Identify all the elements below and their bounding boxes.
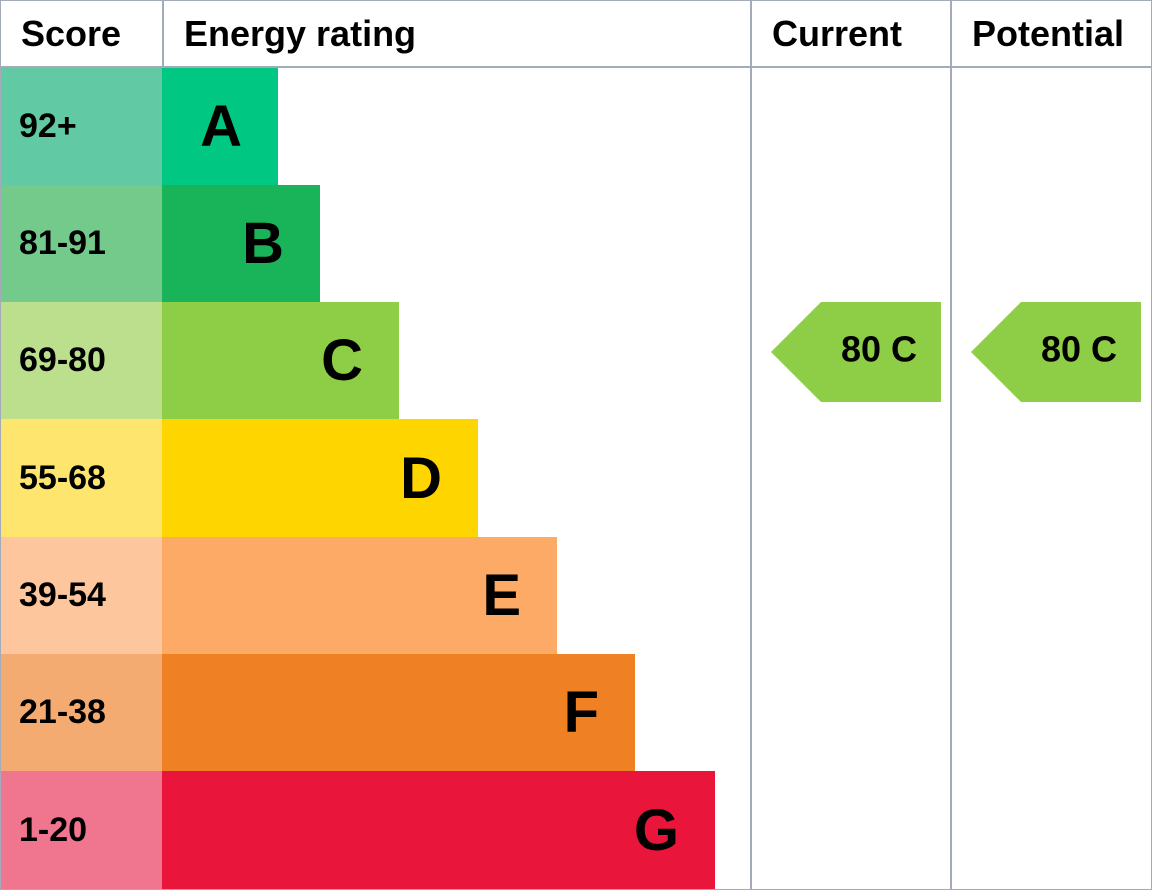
rating-bar: A — [162, 68, 278, 185]
score-cell: 92+ — [1, 68, 162, 185]
header-rating: Energy rating — [184, 13, 417, 54]
header-potential: Potential — [972, 13, 1125, 54]
rating-bar: G — [162, 771, 715, 889]
score-cell: 69-80 — [1, 302, 162, 419]
potential-arrow — [971, 302, 1141, 402]
header-divider — [1, 66, 1151, 68]
rating-bar: E — [162, 537, 557, 654]
header-current: Current — [772, 13, 903, 54]
score-cell: 1-20 — [1, 771, 162, 889]
header-score: Score — [21, 13, 122, 54]
current-arrow — [771, 302, 941, 402]
score-cell: 21-38 — [1, 654, 162, 771]
rating-bar: B — [162, 185, 320, 302]
current-label: 80 C — [841, 329, 917, 370]
rating-bar: F — [162, 654, 635, 771]
score-cell: 81-91 — [1, 185, 162, 302]
potential-label: 80 C — [1041, 329, 1117, 370]
rating-bar: D — [162, 419, 478, 537]
score-cell: 39-54 — [1, 537, 162, 654]
column-divider — [950, 1, 952, 889]
score-cell: 55-68 — [1, 419, 162, 537]
rating-bar: C — [162, 302, 399, 419]
column-divider — [750, 1, 752, 889]
